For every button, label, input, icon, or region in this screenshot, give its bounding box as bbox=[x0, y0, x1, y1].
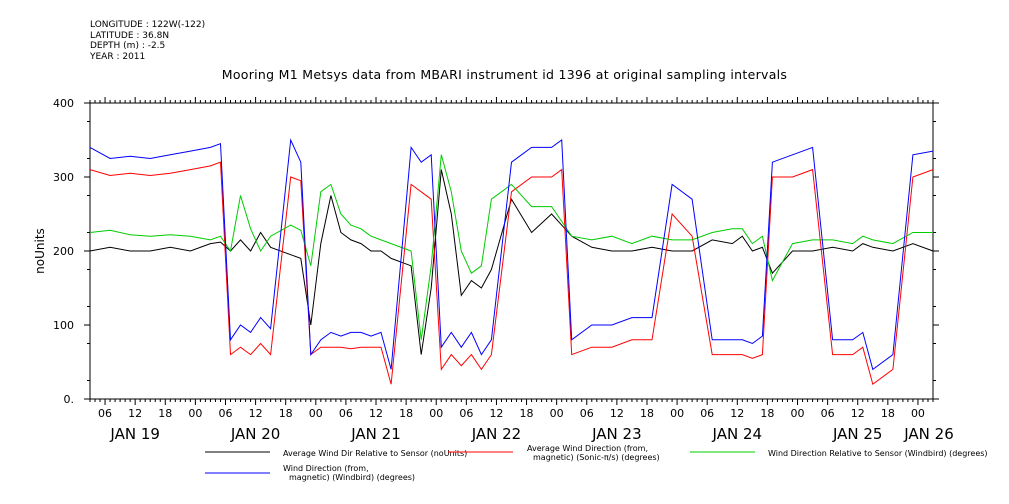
legend: Average Wind Dir Relative to Sensor (noU… bbox=[205, 444, 988, 482]
x-hour-label: 18 bbox=[399, 407, 413, 420]
latitude-text: LATITUDE : 36.8N bbox=[90, 30, 170, 41]
y-tick-label: 300 bbox=[53, 171, 74, 184]
series-line-2 bbox=[89, 161, 934, 386]
series-line-3 bbox=[89, 154, 933, 340]
series-line-1 bbox=[89, 169, 934, 355]
legend-label: Wind Direction (from, magnetic) (Windbird… bbox=[283, 464, 415, 482]
x-hour-label: 18 bbox=[760, 407, 774, 420]
x-hour-label: 12 bbox=[249, 407, 263, 420]
x-hour-label: 12 bbox=[730, 407, 744, 420]
x-date-label: JAN 24 bbox=[712, 425, 763, 443]
x-date-label: JAN 22 bbox=[471, 425, 522, 443]
series-layer bbox=[89, 138, 934, 386]
x-hour-label: 06 bbox=[98, 407, 112, 420]
legend-label: Average Wind Dir Relative to Sensor (noU… bbox=[283, 449, 467, 458]
x-hour-label: 06 bbox=[459, 407, 473, 420]
x-hour-label: 00 bbox=[550, 407, 564, 420]
legend-label: Average Wind Direction (from, magnetic) (… bbox=[527, 444, 660, 462]
x-date-label: JAN 25 bbox=[832, 425, 883, 443]
axis-layer: 0. 100 200 300 400 06 12 18 00 06 12 18 00 06 12 18 00 06… bbox=[53, 97, 954, 443]
x-hour-label: 18 bbox=[158, 407, 172, 420]
x-hour-label: 00 bbox=[309, 407, 323, 420]
year-text: YEAR : 2011 bbox=[90, 51, 146, 62]
y-tick-label: 200 bbox=[53, 245, 74, 258]
x-hour-label: 06 bbox=[700, 407, 714, 420]
x-hour-label: 12 bbox=[851, 407, 865, 420]
y-tick-label: 100 bbox=[53, 319, 74, 332]
x-hour-label: 12 bbox=[369, 407, 383, 420]
x-date-label: JAN 19 bbox=[109, 425, 160, 443]
chart-title: Mooring M1 Metsys data from MBARI instru… bbox=[221, 67, 788, 82]
y-tick-label: 400 bbox=[53, 97, 74, 110]
x-hour-label: 06 bbox=[580, 407, 594, 420]
x-hour-label: 12 bbox=[128, 407, 142, 420]
x-hour-label: 12 bbox=[489, 407, 503, 420]
legend-label: Wind Direction Relative to Sensor (Windb… bbox=[768, 449, 988, 458]
x-hour-label: 18 bbox=[640, 407, 654, 420]
y-axis-label: noUnits bbox=[33, 228, 47, 274]
x-hour-label: 00 bbox=[791, 407, 805, 420]
y-tick-label: 0. bbox=[64, 393, 75, 406]
x-hour-label: 18 bbox=[279, 407, 293, 420]
x-hour-label: 00 bbox=[188, 407, 202, 420]
x-date-label: JAN 21 bbox=[350, 425, 401, 443]
x-hour-label: 00 bbox=[429, 407, 443, 420]
x-hour-label: 00 bbox=[670, 407, 684, 420]
x-hour-label: 06 bbox=[821, 407, 835, 420]
x-hour-label: 06 bbox=[218, 407, 232, 420]
x-hour-label: 06 bbox=[339, 407, 353, 420]
longitude-text: LONGITUDE : 122W(-122) bbox=[90, 20, 206, 30]
series-line-4 bbox=[89, 138, 934, 371]
metadata-block: LONGITUDE : 122W(-122) LATITUDE : 36.8N … bbox=[90, 20, 205, 62]
x-date-label: JAN 26 bbox=[903, 425, 954, 443]
x-hour-label: 12 bbox=[610, 407, 624, 420]
x-date-label: JAN 20 bbox=[230, 425, 281, 443]
depth-text: DEPTH (m) : -2.5 bbox=[90, 41, 166, 51]
x-hour-label: 00 bbox=[911, 407, 925, 420]
x-hour-label: 18 bbox=[881, 407, 895, 420]
x-hour-label: 18 bbox=[520, 407, 534, 420]
x-date-label: JAN 23 bbox=[591, 425, 642, 443]
